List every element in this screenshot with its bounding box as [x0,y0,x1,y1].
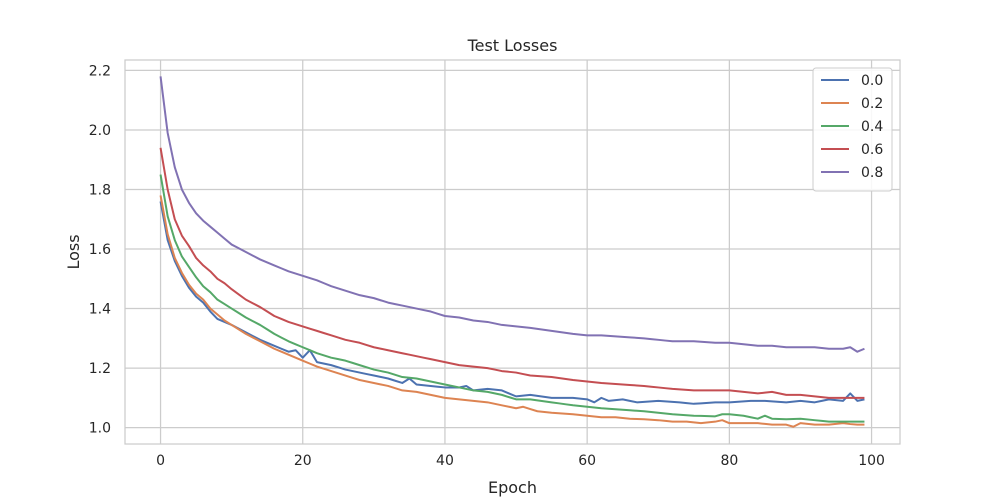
y-tick-label: 2.2 [89,63,111,79]
legend-frame [812,67,893,192]
legend-label: 0.6 [861,142,883,158]
x-tick-label: 80 [720,453,738,469]
y-axis-title: Loss [64,234,83,269]
series-line-3 [159,147,865,399]
legend-label: 0.0 [861,73,883,89]
y-tick-label: 1.8 [89,182,111,198]
y-tick-label: 1.2 [89,361,111,377]
x-tick-label: 20 [294,453,312,469]
y-tick-label: 1.0 [89,421,111,437]
x-tick-label: 40 [436,453,454,469]
legend-label: 0.8 [861,165,883,181]
y-tick-label: 2.0 [89,123,111,139]
x-tick-label: 60 [578,453,596,469]
y-tick-label: 1.6 [89,242,111,258]
legend-label: 0.4 [861,119,883,135]
series-line-1 [159,195,865,428]
chart-title: Test Losses [467,36,558,55]
series-lines [159,76,865,428]
series-line-2 [159,174,865,423]
series-line-4 [159,76,865,353]
grid-lines [125,60,900,444]
legend: 0.0 0.2 0.4 0.6 0.8 [812,67,893,192]
plot-frame [124,59,901,445]
x-tick-label: 0 [156,453,165,469]
y-tick-label: 1.4 [89,302,111,318]
x-tick-label: 100 [858,453,885,469]
x-axis-title: Epoch [488,478,537,497]
tick-labels: 0 20 40 60 80 100 1.0 1.2 1.4 1.6 1.8 2.0 2.2 [89,63,885,469]
plot-area [125,60,900,444]
series-line-0 [159,201,865,405]
legend-label: 0.2 [861,96,883,112]
